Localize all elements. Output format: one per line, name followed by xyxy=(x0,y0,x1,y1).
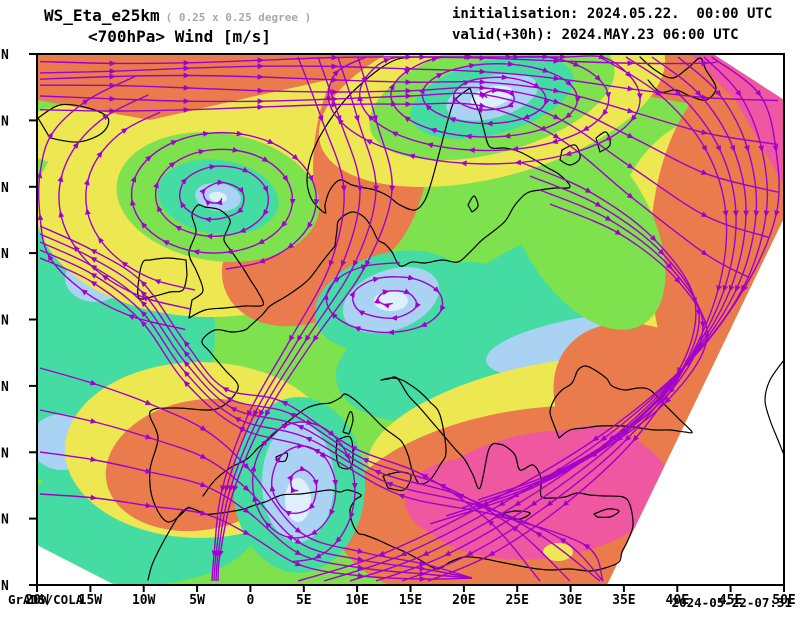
x-tick-label: 45E xyxy=(719,593,742,608)
y-tick-label: N xyxy=(1,48,9,63)
x-tick-label: 15E xyxy=(399,593,422,608)
streamline xyxy=(325,54,643,167)
page-title: WS_Eta_e25km ( 0.25 x 0.25 degree ) xyxy=(44,6,311,25)
valid-time: valid(+30h): 2024.MAY.23 06:00 UTC xyxy=(452,27,739,43)
coastline xyxy=(764,359,784,456)
initialisation-time: initialisation: 2024.05.22. 00:00 UTC xyxy=(452,6,773,22)
x-tick-label: 50E xyxy=(772,593,795,608)
streamlines xyxy=(37,54,780,582)
y-tick-label: N xyxy=(1,579,9,594)
y-tick-label: N xyxy=(1,446,9,461)
x-tick-label: 5E xyxy=(296,593,312,608)
x-tick-label: 15W xyxy=(79,593,103,608)
x-tick-label: 0 xyxy=(246,593,254,608)
y-tick-label: N xyxy=(1,513,9,528)
streamline xyxy=(322,262,446,336)
wind-speed-region xyxy=(285,478,311,522)
x-tick-label: 10W xyxy=(132,593,156,608)
model-name: WS_Eta_e25km xyxy=(44,6,160,25)
streamline xyxy=(39,493,473,582)
field-title: <700hPa> Wind [m/s] xyxy=(88,27,272,46)
creation-timestamp: 2024-05-22-07:31 xyxy=(671,595,792,610)
y-axis: N N N N N N N N N xyxy=(1,48,37,594)
x-tick-label: 30E xyxy=(559,593,582,608)
y-tick-label: N xyxy=(1,380,9,395)
wind-speed-region xyxy=(690,54,784,185)
x-axis: 20W 15W 10W 5W 0 5E 10E 15E 20E 25E 30E 35E 40E 45E 50… xyxy=(25,585,796,608)
streamline xyxy=(429,203,711,525)
streamline xyxy=(37,75,186,331)
x-tick-label: 5W xyxy=(189,593,205,608)
streamline xyxy=(250,419,358,563)
x-tick-label: 25E xyxy=(505,593,528,608)
streamline xyxy=(129,130,320,270)
grid-resolution: ( 0.25 x 0.25 degree ) xyxy=(165,11,312,24)
x-tick-label: 40E xyxy=(666,593,689,608)
x-tick-label: 10E xyxy=(345,593,368,608)
y-tick-label: N xyxy=(1,247,9,262)
x-tick-label: 35E xyxy=(612,593,635,608)
x-tick-label: 20E xyxy=(452,593,475,608)
y-tick-label: N xyxy=(1,114,9,129)
x-tick-label: 20W xyxy=(25,593,49,608)
y-tick-label: N xyxy=(1,181,9,196)
y-tick-label: N xyxy=(1,314,9,329)
grads-credit: GrADS/COLA xyxy=(8,592,84,607)
